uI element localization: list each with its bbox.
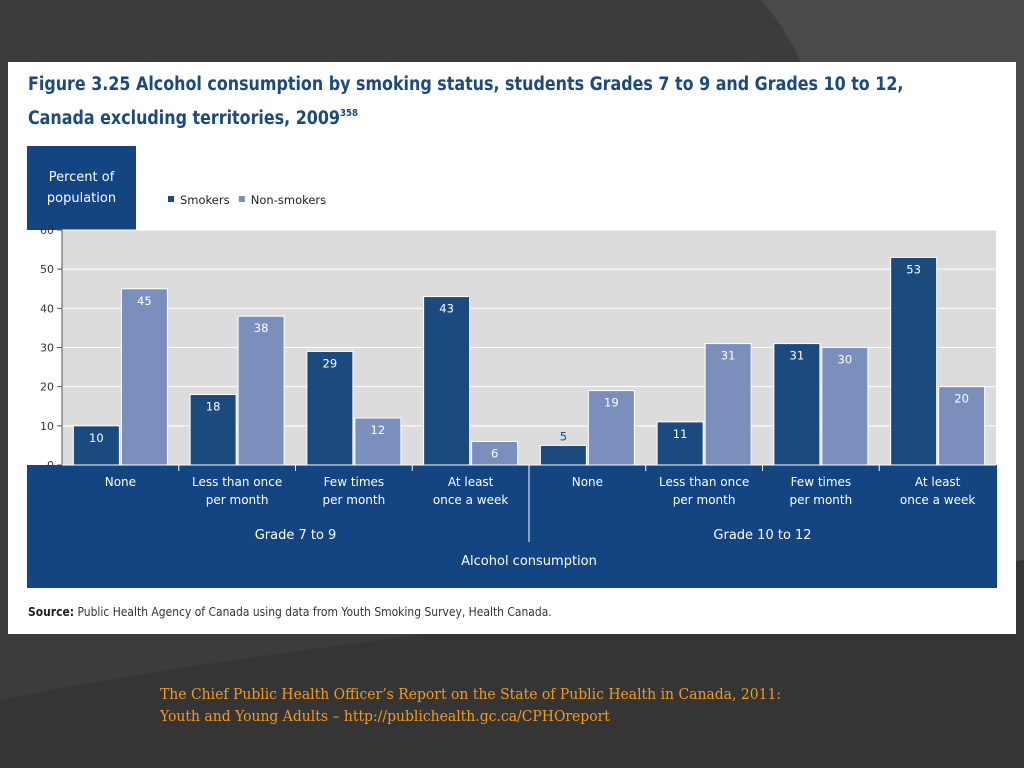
figure-title-line-2-text: Canada excluding territories, 2009: [28, 108, 341, 129]
bar-smokers: [72, 425, 120, 466]
source-label: Source:: [28, 604, 75, 619]
data-label: 10: [89, 431, 104, 445]
data-label: 5: [560, 429, 567, 443]
bar-non-smokers: [938, 386, 986, 466]
caption-line-2: Youth and Young Adults – http://publiche…: [160, 707, 610, 725]
x-category-label: None: [105, 475, 136, 489]
data-label: 31: [721, 349, 736, 363]
y-axis-label-box: [27, 146, 136, 230]
bar-non-smokers: [237, 315, 285, 466]
caption-line-1: The Chief Public Health Officer’s Report…: [160, 685, 782, 703]
data-label: 53: [906, 262, 921, 276]
y-axis-label: Percent of: [49, 170, 115, 185]
bar-non-smokers: [587, 390, 635, 466]
bar-smokers: [423, 296, 471, 466]
data-label: 31: [790, 349, 805, 363]
data-label: 38: [254, 321, 269, 335]
x-axis-band: [27, 465, 997, 588]
x-category-label: Less than once: [659, 475, 749, 489]
legend-label-1: Smokers: [180, 193, 230, 207]
bar-smokers: [539, 444, 587, 466]
x-category-label: Less than once: [192, 475, 282, 489]
y-tick-label: 20: [40, 381, 54, 394]
group-label: Grade 10 to 12: [713, 528, 811, 543]
y-tick-label: 30: [40, 342, 54, 355]
x-category-label: Few times: [791, 475, 852, 489]
bar-non-smokers: [704, 343, 752, 466]
data-label: 12: [371, 423, 386, 437]
y-tick-label: 40: [40, 302, 54, 315]
x-category-label: per month: [206, 493, 269, 507]
figure-source: Source: Public Health Agency of Canada u…: [28, 604, 552, 619]
data-label: 43: [439, 302, 454, 316]
x-category-label: once a week: [433, 493, 508, 507]
x-category-label: per month: [790, 493, 853, 507]
data-label: 45: [137, 294, 152, 308]
x-category-label: At least: [448, 475, 494, 489]
slide-caption: The Chief Public Health Officer’s Report…: [160, 683, 867, 727]
legend-swatch-1: [168, 196, 174, 202]
y-axis-label: population: [47, 191, 116, 206]
bar-non-smokers: [821, 347, 869, 466]
group-label: Grade 7 to 9: [255, 528, 337, 543]
x-category-label: Few times: [324, 475, 385, 489]
bar-smokers: [656, 421, 704, 466]
data-label: 6: [491, 447, 498, 461]
figure-title-reference: 358: [340, 108, 358, 119]
data-label: 29: [323, 356, 338, 370]
bar-non-smokers: [120, 288, 168, 466]
x-category-label: None: [572, 475, 603, 489]
x-category-label: At least: [915, 475, 961, 489]
data-label: 11: [673, 427, 688, 441]
bar-chart: Percent ofpopulationSmokersNon-smokers01…: [27, 146, 997, 588]
data-label: 18: [206, 400, 221, 414]
figure-card: Percent ofpopulationSmokersNon-smokers01…: [8, 62, 1016, 634]
figure-title-line-2: Canada excluding territories, 2009358: [28, 99, 802, 133]
x-category-label: per month: [673, 493, 736, 507]
bar-smokers: [890, 256, 938, 466]
figure-title-line-1: Figure 3.25 Alcohol consumption by smoki…: [28, 74, 904, 95]
y-tick-label: 50: [40, 263, 54, 276]
figure-title: Figure 3.25 Alcohol consumption by smoki…: [28, 70, 904, 133]
source-text: Public Health Agency of Canada using dat…: [77, 604, 552, 619]
x-category-label: once a week: [900, 493, 975, 507]
legend-swatch-2: [238, 196, 245, 202]
data-label: 19: [604, 396, 619, 410]
bar-smokers: [189, 394, 237, 466]
x-category-label: per month: [323, 493, 386, 507]
data-label: 30: [838, 353, 853, 367]
y-tick-label: 10: [40, 420, 54, 433]
y-tick-label: 60: [40, 224, 54, 237]
bar-smokers: [773, 343, 821, 466]
data-label: 20: [954, 392, 969, 406]
legend-label-2: Non-smokers: [251, 193, 326, 207]
x-axis-title: Alcohol consumption: [461, 554, 597, 569]
